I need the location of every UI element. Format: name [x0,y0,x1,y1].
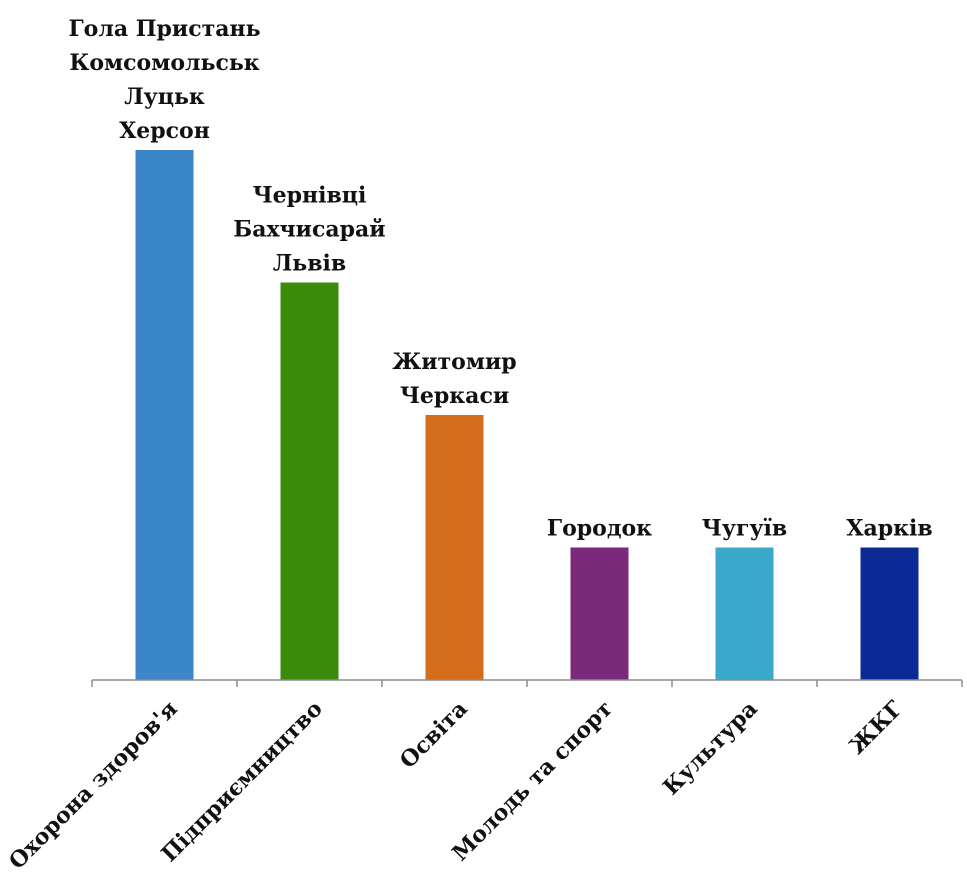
bar-data-label: Харків [846,516,932,542]
bar-data-label-line: Луцьк [124,84,205,110]
data-labels-layer: Гола Пристань Комсомольськ Луцьк Херсон Черн… [68,16,932,542]
category-label: Охорона здоров'я [4,696,183,873]
bar-data-label: Чернівці Бахчисарай Львів [233,183,385,277]
category-label: Підприємництво [156,696,327,867]
bar-data-label-line: Чугуїв [702,516,787,542]
bar-data-label-line: Городок [547,516,652,542]
bar-data-label-line: Бахчисарай [233,217,385,243]
bar-data-label: Городок [547,516,652,542]
bar-4 [570,547,629,680]
bar-data-label: Житомир Черкаси [392,349,516,409]
x-axis [91,679,963,687]
bar-2 [280,282,339,680]
category-label: Культура [658,696,763,801]
bar-data-label: Чугуїв [702,516,787,542]
bar-data-label-line: Львів [273,251,346,277]
bar-data-label-line: Комсомольськ [69,50,259,76]
category-label: Молодь та спорт [447,696,618,867]
bars-layer [135,150,919,680]
bar-1 [135,150,194,680]
bar-data-label-line: Херсон [119,118,210,144]
bar-data-label-line: Черкаси [400,383,509,409]
bar-data-label-line: Харків [846,516,932,542]
bar-data-label: Гола Пристань Комсомольськ Луцьк Херсон [68,16,260,144]
bar-data-label-line: Житомир [392,349,516,375]
bar-6 [860,547,919,680]
bar-data-label-line: Гола Пристань [68,16,260,42]
bar-data-label-line: Чернівці [253,183,367,209]
category-label: ЖКГ [844,696,908,760]
bar-3 [425,415,484,680]
category-label: Освіта [395,696,473,774]
bar-5 [715,547,774,680]
